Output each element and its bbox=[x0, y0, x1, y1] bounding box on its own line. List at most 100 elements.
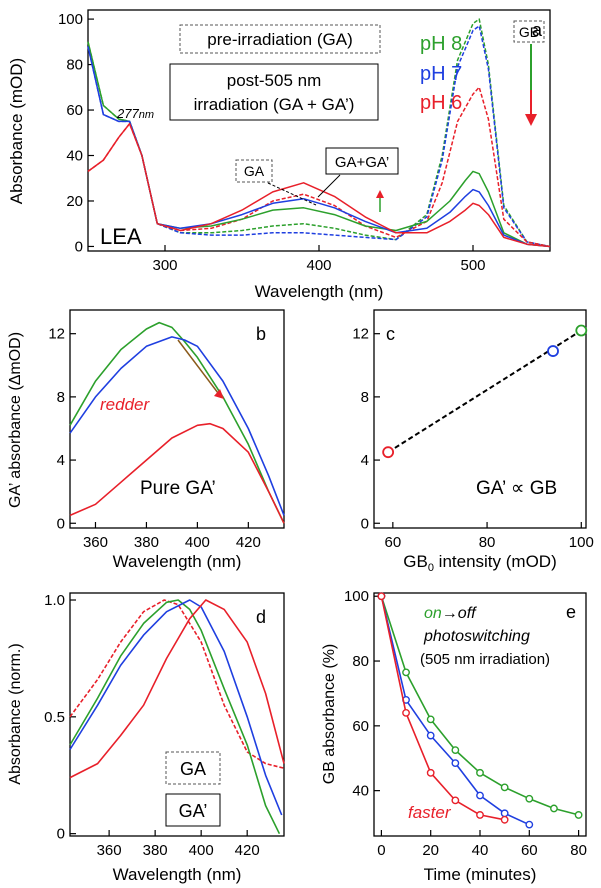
y-tick-label: 100 bbox=[344, 588, 369, 605]
y-tick-label: 8 bbox=[57, 389, 65, 406]
ph8-label: pH 8 bbox=[420, 33, 462, 55]
panel-a-xlabel: Wavelength (nm) bbox=[255, 282, 384, 301]
panel-c: 60 80 10004812 c GA’ ∝ GB GB0 intensity (m… bbox=[352, 310, 593, 574]
ph7-label: pH 7 bbox=[420, 63, 462, 85]
x-tick-label: 60 bbox=[521, 842, 538, 859]
panel-d: 360 380 400 420 0 0.5 1.0 d GA GA’ Wavelength … bbox=[7, 592, 284, 884]
series-marker bbox=[575, 812, 581, 818]
panel-c-xlabel: GB0 intensity (mOD) bbox=[403, 552, 556, 574]
series-marker bbox=[427, 770, 433, 776]
panel-e: 0 20 40 60 80 40 60 80 100 e on→off photoswitchi… bbox=[321, 588, 587, 884]
series-marker bbox=[477, 770, 483, 776]
panel-c-letter: c bbox=[386, 324, 395, 344]
panel-d-xlabel: Wavelength (nm) bbox=[113, 865, 242, 884]
peak-277-label: 277nm bbox=[116, 106, 154, 121]
series-line-0 bbox=[88, 19, 550, 246]
x-tick-label: 380 bbox=[143, 842, 168, 859]
panel-d-axes: 360 380 400 420 0 0.5 1.0 bbox=[44, 592, 260, 859]
series-marker bbox=[452, 760, 458, 766]
series-marker bbox=[378, 593, 384, 599]
panel-b-letter: b bbox=[256, 324, 266, 344]
series-line-0 bbox=[70, 600, 284, 768]
redder-label: redder bbox=[100, 395, 150, 414]
y-tick-label: 20 bbox=[66, 193, 83, 210]
panel-e-letter: e bbox=[566, 602, 576, 622]
x-tick-label: 400 bbox=[189, 842, 214, 859]
x-tick-label: 0 bbox=[377, 842, 385, 859]
x-tick-label: 420 bbox=[235, 842, 260, 859]
pure-ga-label: Pure GA’ bbox=[140, 478, 216, 499]
post-irradiation-line2: irradiation (GA + GA’) bbox=[194, 95, 355, 114]
panel-a: 300 400 500 0 20 40 60 80 100 a pre-irradiation … bbox=[7, 10, 550, 301]
y-tick-label: 40 bbox=[66, 148, 83, 165]
y-tick-label: 60 bbox=[66, 102, 83, 119]
series-marker bbox=[551, 805, 557, 811]
y-tick-label: 60 bbox=[352, 718, 369, 735]
panel-b-xlabel: Wavelength (nm) bbox=[113, 552, 242, 571]
series-marker bbox=[477, 812, 483, 818]
scatter-point bbox=[548, 346, 558, 356]
x-tick-label: 80 bbox=[479, 534, 496, 551]
series-line-5 bbox=[88, 124, 550, 247]
x-tick-label: 400 bbox=[306, 257, 331, 274]
series-marker bbox=[427, 716, 433, 722]
series-marker bbox=[403, 669, 409, 675]
panel-d-letter: d bbox=[256, 607, 266, 627]
y-tick-label: 0 bbox=[361, 515, 369, 532]
ga-label: GA bbox=[244, 163, 265, 179]
panel-b-ylabel: GA’ absorbance (ΔmOD) bbox=[7, 332, 24, 508]
series-marker bbox=[403, 710, 409, 716]
series-marker bbox=[501, 810, 507, 816]
series-marker bbox=[526, 796, 532, 802]
ga-legend-label: GA bbox=[180, 759, 206, 779]
ga-up-arrow-head bbox=[376, 190, 384, 198]
post-irradiation-line1: post-505 nm bbox=[227, 71, 322, 90]
y-tick-label: 0 bbox=[57, 826, 65, 843]
y-tick-label: 8 bbox=[361, 389, 369, 406]
y-tick-label: 80 bbox=[66, 57, 83, 74]
x-tick-label: 300 bbox=[152, 257, 177, 274]
y-tick-label: 80 bbox=[352, 653, 369, 670]
gb-label: GB bbox=[519, 24, 539, 40]
panel-a-series bbox=[88, 19, 550, 246]
x-tick-label: 60 bbox=[385, 534, 402, 551]
y-tick-label: 100 bbox=[58, 11, 83, 28]
panel-b: 360 380 400 420 0 4 8 12 b redder Pure GA’ Wave… bbox=[7, 310, 284, 571]
panel-e-ylabel: GB absorbance (%) bbox=[321, 644, 338, 785]
x-tick-label: 360 bbox=[97, 842, 122, 859]
irradiation-label: (505 nm irradiation) bbox=[420, 651, 550, 668]
x-tick-label: 360 bbox=[83, 534, 108, 551]
series-marker bbox=[427, 732, 433, 738]
panel-d-ylabel: Absorbance (norm.) bbox=[7, 643, 24, 784]
panel-e-xlabel: Time (minutes) bbox=[424, 865, 537, 884]
series-marker bbox=[526, 821, 532, 827]
x-tick-label: 20 bbox=[422, 842, 439, 859]
panel-a-ylabel: Absorbance (mOD) bbox=[7, 58, 26, 204]
x-tick-label: 40 bbox=[472, 842, 489, 859]
photoswitching-label: photoswitching bbox=[423, 628, 530, 645]
ga-prime-legend-label: GA’ bbox=[179, 801, 208, 821]
y-tick-label: 12 bbox=[352, 326, 369, 343]
y-tick-label: 1.0 bbox=[44, 592, 65, 609]
panel-d-frame bbox=[70, 593, 284, 836]
panel-d-series bbox=[70, 600, 284, 834]
y-tick-label: 0 bbox=[75, 238, 83, 255]
y-tick-label: 4 bbox=[361, 452, 369, 469]
x-tick-label: 500 bbox=[460, 257, 485, 274]
panel-b-axes: 360 380 400 42004812 bbox=[48, 326, 261, 551]
series-marker bbox=[477, 792, 483, 798]
on-off-label: on→off bbox=[424, 605, 477, 622]
y-tick-label: 0 bbox=[57, 515, 65, 532]
panel-c-axes: 60 80 100 0 4 8 12 bbox=[352, 326, 593, 551]
x-tick-label: 400 bbox=[185, 534, 210, 551]
scatter-point bbox=[576, 326, 586, 336]
x-tick-label: 80 bbox=[570, 842, 587, 859]
scatter-point bbox=[383, 447, 393, 457]
series-marker bbox=[452, 747, 458, 753]
pre-irradiation-label: pre-irradiation (GA) bbox=[207, 30, 353, 49]
series-line-2 bbox=[70, 600, 282, 815]
gb-arrow-head bbox=[525, 114, 537, 126]
y-tick-label: 4 bbox=[57, 452, 65, 469]
x-tick-label: 380 bbox=[134, 534, 159, 551]
y-tick-label: 12 bbox=[48, 326, 65, 343]
